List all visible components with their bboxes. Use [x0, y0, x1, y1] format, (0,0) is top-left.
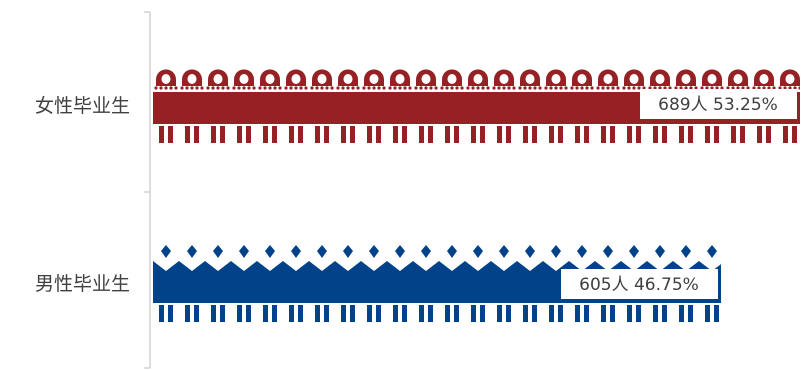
female-person-icon [413, 69, 439, 143]
data-label-background [640, 89, 797, 119]
male-person-icon [335, 245, 361, 322]
male-person-icon [179, 245, 205, 322]
female-person-icon [517, 69, 543, 143]
female-person-icon [153, 69, 179, 143]
male-person-icon [439, 245, 465, 322]
data-label-background [560, 269, 718, 299]
female-person-icon [465, 69, 491, 143]
male-person-icon [205, 245, 231, 322]
male-person-icon [309, 245, 335, 322]
male-person-icon [387, 245, 413, 322]
male-person-icon [257, 245, 283, 322]
data-label-female: 689人 53.25% [658, 95, 778, 115]
female-person-icon [439, 69, 465, 143]
male-person-icon [517, 245, 543, 322]
female-person-icon [595, 69, 621, 143]
female-person-icon [361, 69, 387, 143]
bar-female-graduates [153, 69, 800, 143]
female-person-icon [569, 69, 595, 143]
male-person-icon [725, 245, 751, 322]
male-person-icon [231, 245, 257, 322]
male-person-icon [413, 245, 439, 322]
female-person-icon [387, 69, 413, 143]
male-person-icon [283, 245, 309, 322]
male-person-icon [491, 245, 517, 322]
male-person-icon [153, 245, 179, 322]
female-person-icon [179, 69, 205, 143]
male-person-icon [361, 245, 387, 322]
category-label-male: 男性毕业生 [35, 273, 130, 295]
female-person-icon [205, 69, 231, 143]
female-person-icon [543, 69, 569, 143]
female-person-icon [231, 69, 257, 143]
female-person-icon [283, 69, 309, 143]
category-label-female: 女性毕业生 [35, 95, 130, 117]
male-person-icon [465, 245, 491, 322]
female-person-icon [491, 69, 517, 143]
female-person-icon [257, 69, 283, 143]
female-person-icon [335, 69, 361, 143]
data-label-male: 605人 46.75% [579, 275, 699, 295]
female-person-icon [309, 69, 335, 143]
female-person-icon [621, 69, 647, 143]
